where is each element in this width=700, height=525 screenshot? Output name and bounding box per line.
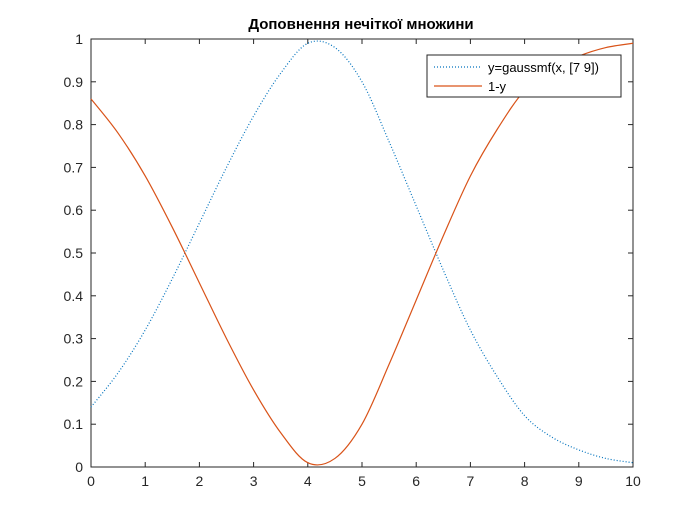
y-tick-label-8: 0.8 [64, 117, 84, 133]
plot-area [90, 38, 634, 468]
y-tick-label-7: 0.7 [64, 159, 84, 175]
x-tick-label-7: 7 [467, 473, 475, 489]
y-tick-label-1: 0.1 [64, 416, 84, 432]
legend-box [426, 54, 622, 98]
series-line-gaussmf [90, 40, 634, 464]
x-tick-label-8: 8 [521, 473, 529, 489]
axis-ticks: 0 1 2 3 4 5 6 7 8 9 10 0 0.1 0.2 0.3 0.4 0.5 0.6 0.7 0.8 0.9… [64, 31, 641, 489]
x-tick-label-9: 9 [575, 473, 583, 489]
chart-title: Доповнення нечіткої множини [248, 16, 473, 33]
x-tick-label-4: 4 [304, 473, 312, 489]
y-tick-label-6: 0.6 [64, 202, 84, 218]
y-tick-label-4: 0.4 [64, 288, 84, 304]
legend: y=gaussmf(x, [7 9]) 1-y [426, 54, 622, 98]
legend-label-complement: 1-y [488, 79, 507, 94]
x-tick-label-0: 0 [87, 473, 95, 489]
y-tick-label-5: 0.5 [64, 245, 84, 261]
y-tick-label-9: 0.9 [64, 74, 84, 90]
legend-label-gaussmf: y=gaussmf(x, [7 9]) [488, 60, 599, 75]
y-tick-label-10: 1 [75, 31, 83, 47]
x-tick-label-1: 1 [141, 473, 149, 489]
x-tick-label-2: 2 [196, 473, 204, 489]
y-tick-label-0: 0 [75, 459, 83, 475]
y-tick-label-3: 0.3 [64, 331, 84, 347]
x-tick-label-6: 6 [412, 473, 420, 489]
x-tick-label-10: 10 [625, 473, 641, 489]
y-tick-label-2: 0.2 [64, 373, 84, 389]
x-tick-label-3: 3 [250, 473, 258, 489]
x-tick-label-5: 5 [358, 473, 366, 489]
